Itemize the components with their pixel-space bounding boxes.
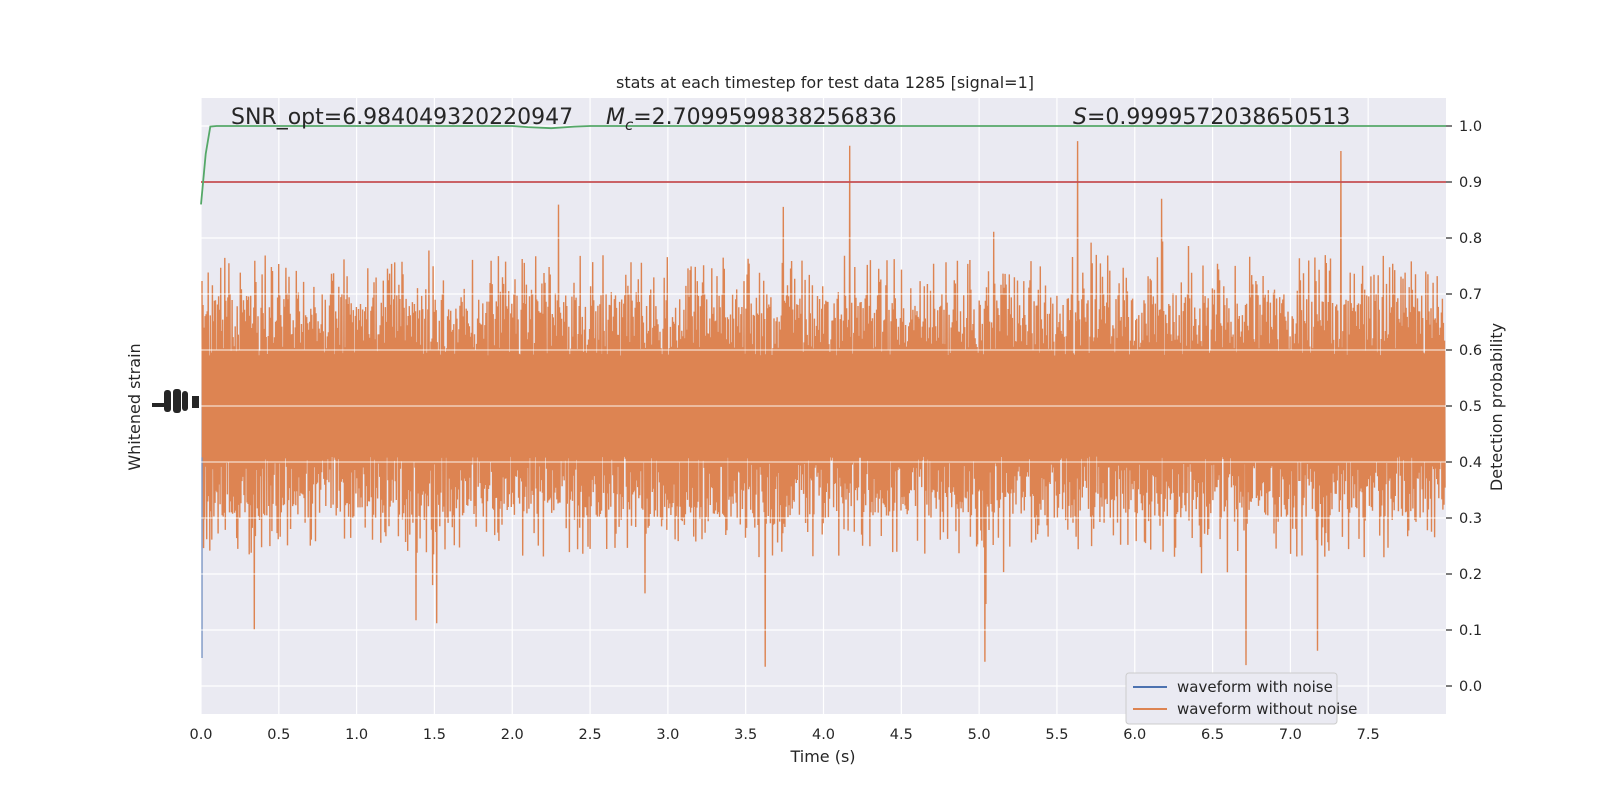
y-right-tick-label: 0.5: [1459, 399, 1482, 415]
y-right-tick-label: 1.0: [1459, 119, 1482, 135]
waveform-traces: [201, 125, 1446, 687]
detection-stat-annotation: S=0.9999572038650513: [1073, 105, 1350, 130]
x-tick-label: 1.0: [345, 727, 368, 743]
x-tick-label: 3.0: [656, 727, 679, 743]
x-tick-label: 1.5: [423, 727, 446, 743]
x-tick-label: 5.0: [968, 727, 991, 743]
axis-ticks: 0.0 0.5 1.0 1.5 2.0 2.5 3.0 3.5 4.0 4.5 5.0 5.5 6.0 6…: [189, 119, 1482, 743]
snr-annotation: SNR_opt=6.984049320220947: [231, 105, 573, 130]
x-tick-label: 4.0: [812, 727, 835, 743]
x-tick-label: 2.0: [501, 727, 524, 743]
probability-lines: [200, 125, 1446, 205]
y-right-tick-label: 0.2: [1459, 567, 1482, 583]
y-right-tick-label: 0.8: [1459, 231, 1482, 247]
x-tick-label: 6.5: [1201, 727, 1224, 743]
legend-label-clean: waveform without noise: [1177, 700, 1357, 718]
y-right-tick-label: 0.3: [1459, 511, 1482, 527]
x-tick-label: 7.0: [1279, 727, 1302, 743]
y-right-tick-label: 0.0: [1459, 679, 1482, 695]
x-tick-label: 7.5: [1357, 727, 1380, 743]
legend-label-noisy: waveform with noise: [1177, 678, 1333, 696]
legend-box: [1125, 672, 1338, 725]
chart-title: stats at each timestep for test data 128…: [616, 73, 1034, 92]
y-right-tick-label: 0.9: [1459, 175, 1482, 191]
y-right-tick-label: 0.7: [1459, 287, 1482, 303]
y-axis-right-label: Detection probability: [1487, 323, 1506, 491]
y-right-tick-label: 0.6: [1459, 343, 1482, 359]
y-right-tick-label: 0.1: [1459, 623, 1482, 639]
y-axis-left-label: Whitened strain: [125, 343, 144, 470]
y-right-tick-label: 0.4: [1459, 455, 1482, 471]
x-axis-label: Time (s): [789, 747, 855, 766]
detection-probability-line: [200, 125, 1446, 205]
x-tick-label: 5.5: [1045, 727, 1068, 743]
left-tick-clutter: [152, 389, 199, 413]
x-tick-label: 6.0: [1123, 727, 1146, 743]
x-tick-label: 3.5: [734, 727, 757, 743]
x-tick-label: 0.5: [267, 727, 290, 743]
x-tick-label: 0.0: [189, 727, 212, 743]
chirp-mass-annotation: Mc=2.7099599838256836: [606, 105, 897, 134]
x-tick-label: 2.5: [579, 727, 602, 743]
legend: waveform with noise waveform without noi…: [1125, 672, 1357, 725]
x-tick-label: 4.5: [890, 727, 913, 743]
